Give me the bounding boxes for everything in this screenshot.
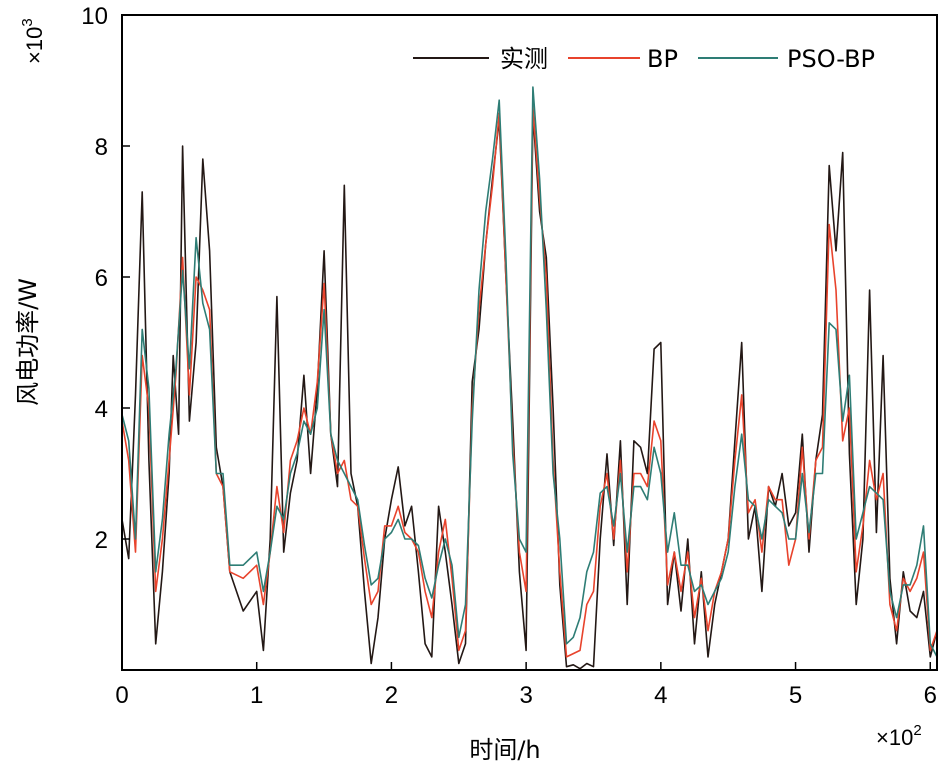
x-tick-label: 1	[250, 682, 263, 709]
x-tick-label: 5	[789, 682, 802, 709]
series-layer	[121, 86, 938, 670]
legend-label-3: PSO-BP	[787, 45, 875, 73]
y-multiplier: ×103	[19, 18, 47, 64]
x-multiplier: ×102	[876, 722, 922, 750]
x-tick-label: 3	[519, 682, 532, 709]
x-tick-label: 4	[654, 682, 667, 709]
y-tick-label: 2	[95, 527, 108, 554]
x-tick-label: 2	[385, 682, 398, 709]
y-axis-title: 风电功率/W	[14, 278, 42, 406]
legend-label-1: 实测	[500, 45, 548, 73]
x-tick-label: 6	[924, 682, 937, 709]
series-line-3	[121, 86, 938, 658]
legend-label-2: BP	[647, 45, 678, 73]
x-tick-label: 0	[115, 682, 128, 709]
legend: 实测 BP PSO-BP	[413, 45, 875, 73]
y-tick-label: 4	[95, 396, 108, 423]
y-tick-label: 6	[95, 265, 108, 292]
plot-frame	[121, 14, 938, 671]
series-line-2	[121, 105, 938, 658]
axis-layer: 0 1 2 3 4 5 6 2 4 6 8 10	[81, 3, 937, 709]
x-axis-title: 时间/h	[469, 736, 540, 764]
y-tick-label: 8	[95, 134, 108, 161]
y-tick-label: 10	[81, 3, 108, 30]
